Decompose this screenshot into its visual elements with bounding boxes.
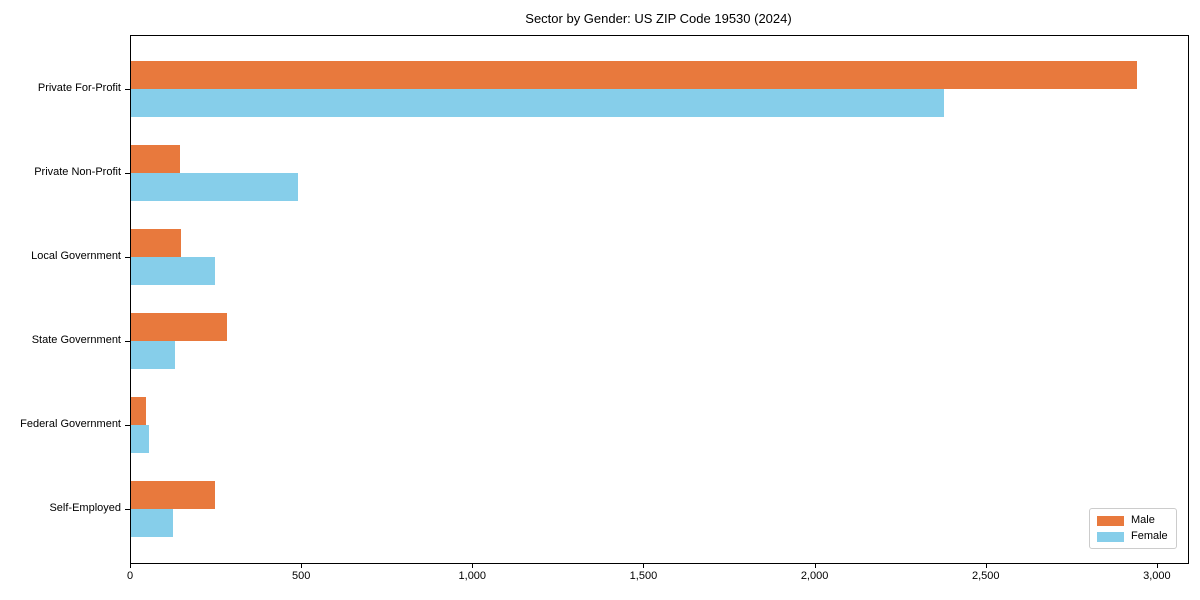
legend-item-male: Male	[1097, 515, 1169, 526]
legend-label-male: Male	[1131, 514, 1155, 526]
legend-label-female: Female	[1131, 530, 1168, 542]
x-axis-tick-label: 2,500	[971, 570, 1000, 582]
y-axis-tick	[125, 257, 130, 258]
bar-male	[131, 61, 1137, 89]
bar-male	[131, 229, 181, 257]
x-axis-tick-label: 1,000	[458, 570, 487, 582]
bar-male	[131, 313, 227, 341]
x-axis: 0 500 1,000 1,500 2,000 2,500 3,000	[126, 563, 1187, 593]
chart-title: Sector by Gender: US ZIP Code 19530 (202…	[525, 11, 792, 26]
bar-male	[131, 145, 180, 173]
y-axis-label: Private Non-Profit	[34, 166, 121, 178]
x-axis-tick-label: 1,500	[629, 570, 658, 582]
y-axis-tick	[125, 173, 130, 174]
y-axis-label: Local Government	[31, 250, 121, 262]
bar-female	[131, 509, 173, 537]
x-axis-tick-label: 2,000	[800, 570, 829, 582]
y-axis-tick	[125, 509, 130, 510]
x-axis-tick-label: 0	[126, 570, 134, 582]
bar-female	[131, 173, 298, 201]
x-axis-tick	[985, 563, 987, 568]
y-axis-tick	[125, 341, 130, 342]
bar-female	[131, 257, 215, 285]
bar-female	[131, 89, 944, 117]
bar-female	[131, 341, 175, 369]
x-axis-tick	[472, 563, 474, 568]
bar-male	[131, 397, 146, 425]
x-axis-tick	[130, 563, 131, 568]
x-axis-tick	[643, 563, 645, 568]
y-axis-label: Federal Government	[20, 418, 121, 430]
x-axis-tick	[1156, 563, 1158, 568]
x-axis-tick	[814, 563, 816, 568]
x-axis-tick-label: 3,000	[1143, 570, 1171, 582]
x-axis-tick-label: 500	[291, 570, 311, 582]
y-axis: Private For-Profit Private Non-Profit Loca…	[0, 35, 121, 562]
legend-item-female: Female	[1097, 531, 1169, 542]
x-axis-tick	[301, 563, 303, 568]
y-axis-label: State Government	[31, 334, 121, 346]
bar-female	[131, 425, 149, 453]
plot-area	[125, 35, 1189, 564]
legend-swatch-female	[1097, 531, 1124, 542]
y-axis-tick	[125, 89, 130, 90]
y-axis-label: Self-Employed	[49, 502, 121, 514]
legend: Male Female	[1089, 508, 1177, 549]
legend-swatch-male	[1097, 515, 1124, 526]
y-axis-label: Private For-Profit	[37, 82, 121, 94]
bar-male	[131, 481, 215, 509]
y-axis-tick	[125, 425, 130, 426]
